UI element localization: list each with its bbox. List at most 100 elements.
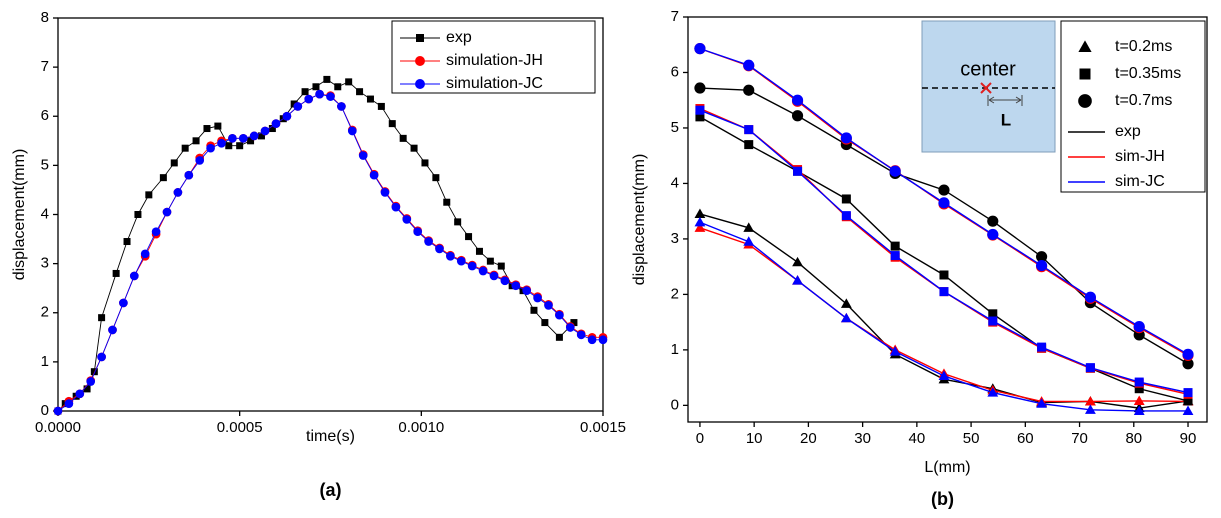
data-point [1085, 363, 1095, 373]
data-point [694, 43, 706, 55]
data-point [260, 126, 270, 136]
y-tick-label: 5 [671, 119, 679, 136]
data-point [1036, 398, 1047, 408]
data-point [410, 144, 418, 152]
data-point [345, 78, 353, 86]
data-point [247, 137, 255, 145]
data-point [97, 352, 106, 362]
data-point [939, 270, 949, 280]
data-point [1182, 405, 1194, 415]
data-point [486, 257, 494, 265]
data-point [792, 275, 803, 285]
data-point [889, 165, 901, 177]
data-point [225, 142, 233, 150]
data-point [238, 134, 248, 143]
panel-caption: (a) [320, 480, 342, 500]
data-point [841, 211, 851, 221]
x-tick-label: 0.0015 [580, 419, 626, 436]
inset-dimension [987, 95, 1023, 106]
data-point [75, 389, 85, 399]
data-point [576, 330, 586, 340]
data-point [1182, 358, 1194, 370]
data-point [86, 377, 96, 386]
data-point [743, 222, 755, 232]
data-point [744, 140, 754, 150]
legend-label: sim-JH [1115, 148, 1165, 165]
y-tick-label: 2 [671, 285, 679, 302]
y-tick-label: 5 [41, 156, 49, 173]
x-tick-label: 0.0000 [35, 419, 81, 436]
data-point [465, 233, 473, 241]
data-point [743, 59, 755, 71]
data-point [1036, 259, 1048, 272]
data-point [282, 111, 292, 121]
data-point [840, 312, 852, 323]
x-tick-label: 0.0010 [398, 419, 444, 436]
data-point [377, 102, 385, 110]
data-point [347, 126, 357, 136]
y-tick-label: 4 [671, 174, 679, 191]
y-tick-label: 7 [671, 8, 679, 25]
legend-label: simulation-JH [446, 52, 543, 69]
data-point [695, 112, 705, 122]
data-point [1183, 396, 1193, 406]
data-point [257, 132, 265, 140]
data-point [1134, 377, 1144, 387]
x-tick-label: 30 [854, 430, 871, 447]
data-point [1084, 291, 1096, 303]
data-point [694, 208, 706, 219]
data-point [358, 151, 368, 160]
x-tick-label: 50 [963, 430, 980, 447]
y-tick-label: 6 [41, 107, 49, 124]
legend-marker [1078, 40, 1092, 52]
legend-box [391, 20, 596, 94]
data-point [792, 256, 803, 267]
data-point [1182, 348, 1194, 360]
data-point [987, 387, 999, 397]
data-point [304, 94, 314, 104]
x-axis-label: L(mm) [924, 459, 970, 476]
legend-label: sim-JC [1115, 173, 1165, 190]
data-point [791, 94, 804, 106]
data-point [475, 247, 483, 255]
data-point [1085, 396, 1096, 406]
data-point [478, 266, 488, 276]
data-point [533, 293, 542, 303]
data-point [432, 174, 440, 182]
data-point [793, 166, 803, 176]
data-point [323, 75, 331, 83]
data-point [203, 125, 211, 133]
legend-label: simulation-JC [446, 75, 543, 92]
data-point [1036, 251, 1048, 263]
data-point [500, 276, 510, 286]
data-point [890, 241, 900, 251]
data-point [987, 215, 999, 227]
data-point [890, 251, 900, 261]
data-point [841, 194, 851, 204]
x-axis-label: time(s) [306, 428, 355, 445]
data-point [544, 301, 553, 310]
data-point [840, 132, 852, 144]
data-point [938, 197, 950, 209]
y-tick-label: 8 [41, 9, 49, 26]
data-point [391, 202, 401, 212]
data-point [369, 170, 379, 180]
y-axis-label: displacement(mm) [631, 154, 648, 286]
data-point [268, 125, 276, 133]
data-point [987, 228, 999, 241]
series-line [57, 93, 603, 412]
data-point [743, 84, 755, 96]
y-tick-label: 3 [41, 255, 49, 272]
data-point [181, 144, 189, 152]
inset-label: center [960, 58, 1016, 80]
data-point [555, 310, 564, 320]
data-point [695, 105, 705, 115]
data-point [249, 131, 259, 141]
y-tick-label: 3 [671, 230, 679, 247]
data-point [192, 137, 200, 145]
inset-center-mark [980, 82, 992, 94]
y-tick-label: 0 [671, 396, 679, 413]
data-point [184, 170, 194, 180]
data-point [694, 82, 706, 94]
